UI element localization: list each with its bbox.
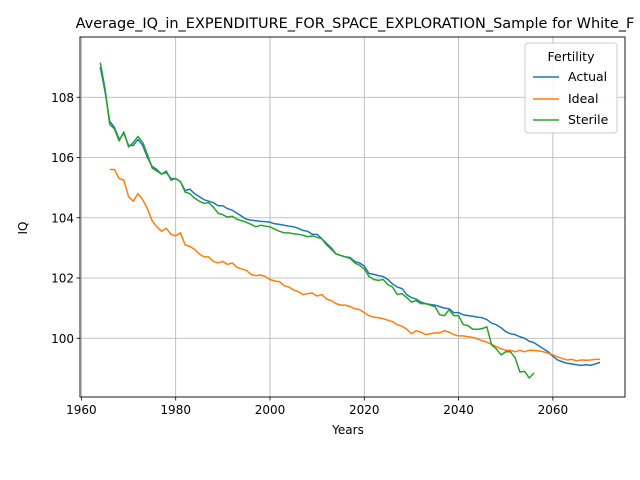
y-tick-label: 104 [51,211,74,225]
y-tick-label: 108 [51,91,74,105]
legend-box [524,42,618,134]
legend-label-sterile: Sterile [568,112,609,127]
x-axis-label: Years [331,423,364,437]
x-tick-label: 2060 [538,403,569,417]
y-tick-label: 100 [51,332,74,346]
x-tick-label: 2000 [255,403,286,417]
legend-label-ideal: Ideal [568,91,598,106]
series-line-ideal [109,168,601,362]
x-tick-label: 2020 [349,403,380,417]
legend-title: Fertility [548,49,596,64]
data-series [99,62,601,379]
x-tick-label: 1960 [66,403,97,417]
x-tick-label: 1980 [160,403,191,417]
x-tick-label: 2040 [443,403,474,417]
plot-area-frame [79,36,626,398]
axis-ticks: 1960 1980 2000 2020 2040 2060 100 102 104 106 108 [51,91,568,417]
legend: Fertility Actual Ideal Sterile [524,42,618,134]
y-axis-label: IQ [16,222,30,235]
chart-title: Average_IQ_in_EXPENDITURE_FOR_SPACE_EXPL… [76,16,635,32]
legend-label-actual: Actual [568,69,607,84]
y-tick-label: 102 [51,272,74,286]
series-line-sterile [99,62,535,379]
y-tick-label: 106 [51,151,74,165]
